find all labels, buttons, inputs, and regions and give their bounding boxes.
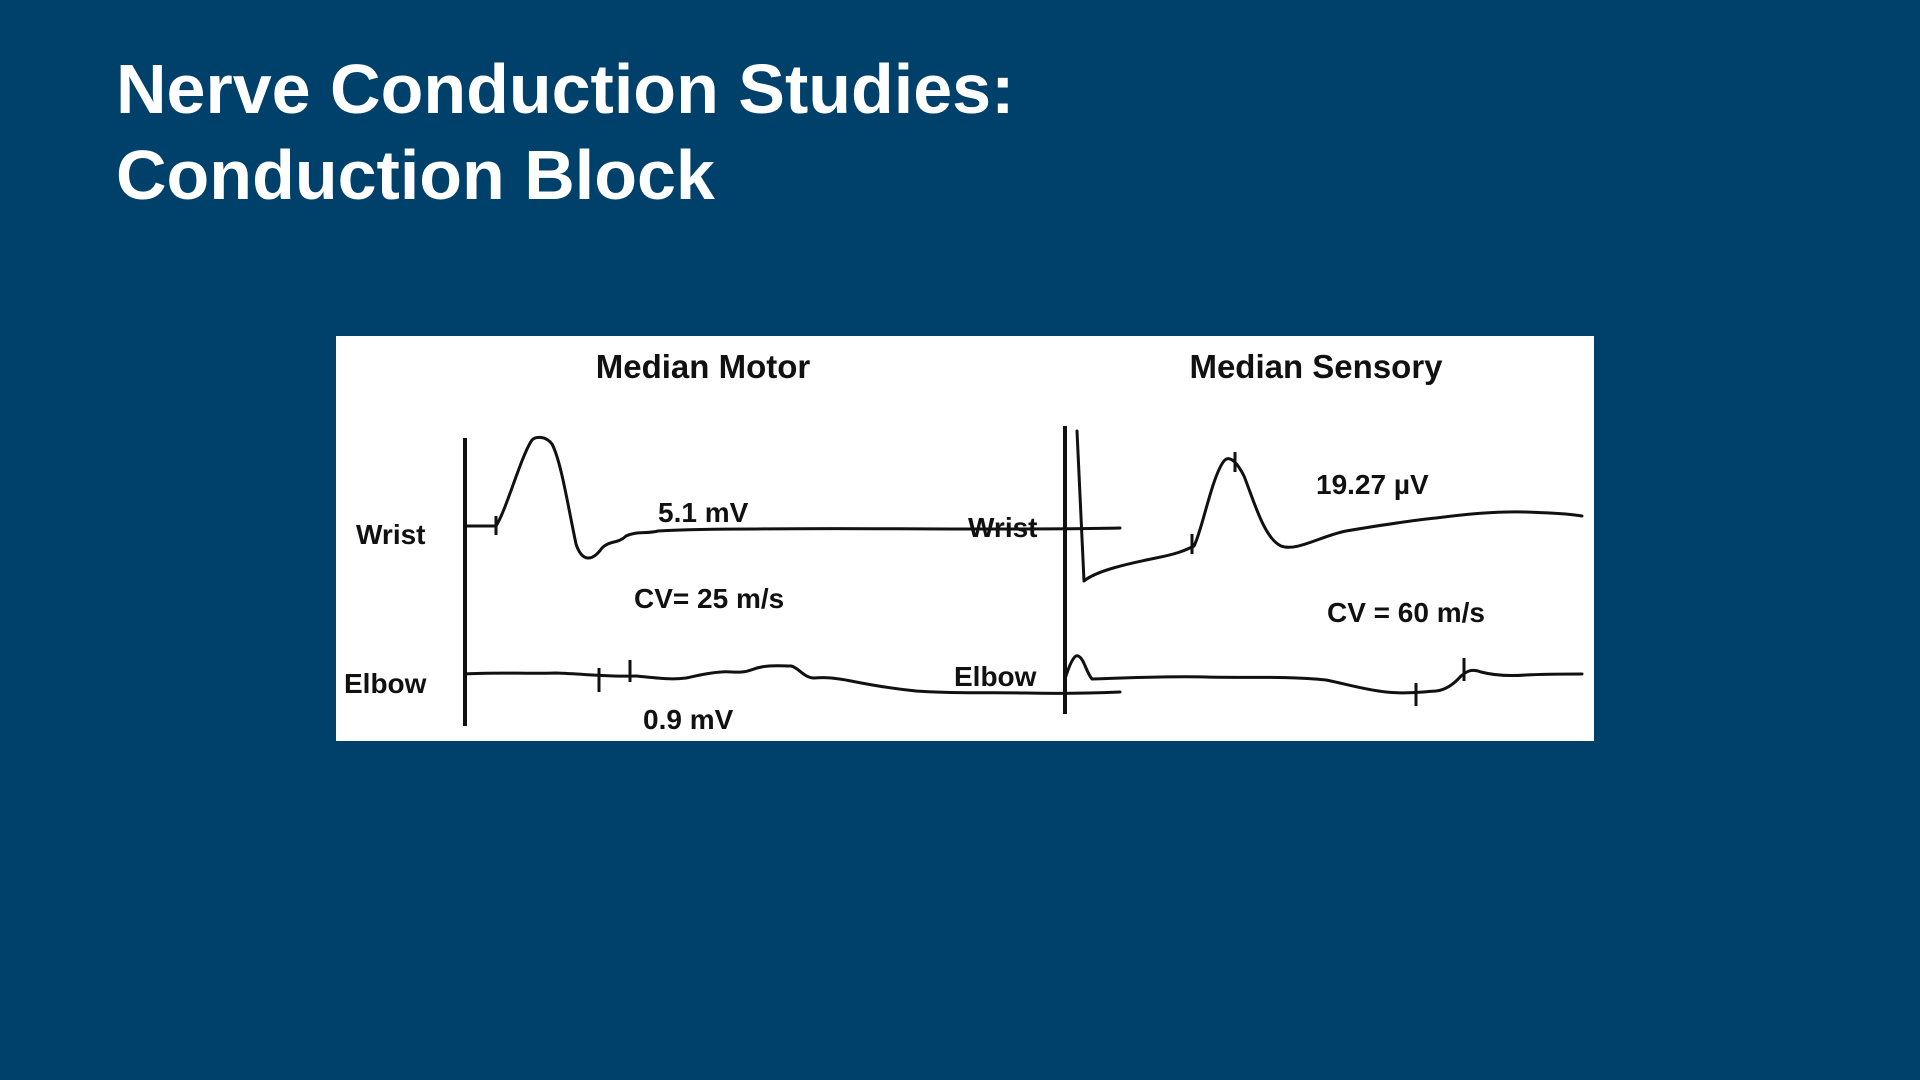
sensory-elbow-trace: [1063, 654, 1584, 695]
sensory-heading: Median Sensory: [1189, 348, 1443, 385]
motor-wrist-amplitude: 5.1 mV: [658, 497, 749, 528]
motor-wrist-trace: [463, 435, 1122, 560]
sensory-elbow-label: Elbow: [954, 661, 1037, 692]
motor-conduction-velocity: CV= 25 m/s: [634, 583, 784, 614]
sensory-wrist-label: Wrist: [968, 512, 1038, 543]
motor-elbow-amplitude: 0.9 mV: [643, 704, 734, 735]
title-line-2: Conduction Block: [116, 136, 715, 214]
motor-wrist-label: Wrist: [356, 519, 426, 550]
sensory-wrist-amplitude: 19.27 µV: [1316, 469, 1429, 500]
figure-svg: Median Motor Wrist Elbow 5.1 mV CV= 25 m…: [344, 348, 1584, 735]
motor-elbow-trace: [463, 664, 1122, 695]
motor-elbow-label: Elbow: [344, 668, 427, 699]
title-line-1: Nerve Conduction Studies:: [116, 50, 1015, 128]
sensory-wrist-trace: [1075, 429, 1584, 583]
slide-title: Nerve Conduction Studies: Conduction Blo…: [116, 46, 1014, 218]
nerve-conduction-figure: Median Motor Wrist Elbow 5.1 mV CV= 25 m…: [336, 336, 1594, 741]
sensory-conduction-velocity: CV = 60 m/s: [1327, 597, 1485, 628]
motor-heading: Median Motor: [596, 348, 811, 385]
